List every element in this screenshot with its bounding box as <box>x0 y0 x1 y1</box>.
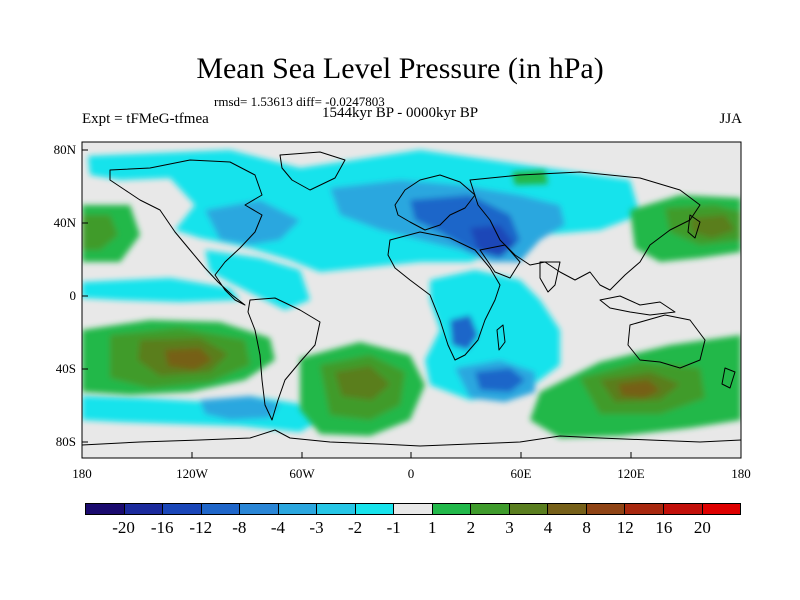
colorbar-swatch-2 <box>163 504 202 514</box>
contour-north-pacific-east-mid <box>82 215 118 250</box>
plot-title: Mean Sea Level Pressure (in hPa) <box>196 52 604 85</box>
colorbar-swatch-0 <box>86 504 125 514</box>
colorbar-label: 16 <box>655 518 673 537</box>
coastline-south-america <box>247 297 321 421</box>
contour-atlantic-negative <box>205 200 300 245</box>
colorbar-label: -8 <box>232 518 247 537</box>
colorbar-swatch-12 <box>548 504 587 514</box>
colorbar-label: -2 <box>348 518 363 537</box>
colorbar-swatch-14 <box>625 504 664 514</box>
lat-label-80s: 80S <box>55 434 76 449</box>
lon-label-180w: 180 <box>72 466 92 481</box>
contour-southern-africa-negative <box>450 315 478 350</box>
colorbar-swatch-6 <box>317 504 356 514</box>
contour-southern-indian-core <box>475 368 525 392</box>
lat-ticks <box>82 149 88 443</box>
colorbar-swatch-10 <box>471 504 510 514</box>
coastline-greenland <box>279 151 346 191</box>
lat-label-40s: 40S <box>55 361 76 376</box>
colorbar-label: 2 <box>466 518 476 537</box>
lon-label-120w: 120W <box>176 466 208 481</box>
contour-middle-east-core <box>470 225 515 256</box>
lat-label-40n: 40N <box>53 215 76 230</box>
contour-south-atlantic-core <box>335 366 390 400</box>
lat-label-0: 0 <box>69 288 77 303</box>
colorbar <box>85 503 741 515</box>
coastline-north-america <box>109 159 263 306</box>
colorbar-swatch-8 <box>394 504 433 514</box>
colorbar-label: -16 <box>150 518 174 537</box>
colorbar-label: 1 <box>428 518 437 537</box>
contour-south-australia-max <box>618 380 660 398</box>
lon-label-60e: 60E <box>510 466 532 481</box>
lon-label-180e: 180 <box>731 466 751 481</box>
season-label: JJA <box>719 111 742 127</box>
coastline-europe <box>394 174 476 231</box>
colorbar-label: 20 <box>693 518 711 537</box>
colorbar-swatch-11 <box>509 504 549 514</box>
coastline-india <box>539 261 561 293</box>
colorbar-label: 12 <box>616 518 634 537</box>
colorbar-label: -12 <box>189 518 213 537</box>
colorbar-label: -1 <box>386 518 401 537</box>
map-frame <box>81 141 742 459</box>
colorbar-swatch-5 <box>278 504 318 514</box>
colorbar-swatch-13 <box>586 504 626 514</box>
colorbar-label: -4 <box>270 518 286 537</box>
coastline-japan <box>687 214 701 239</box>
colorbar-swatch-9 <box>432 504 472 514</box>
lat-label-80n: 80N <box>53 142 76 157</box>
colorbar-swatch-1 <box>124 504 164 514</box>
lon-label-60w: 60W <box>289 466 315 481</box>
coastline-arabia <box>479 244 521 279</box>
lon-ticks <box>81 452 742 458</box>
contour-arctic-small-positive <box>512 170 548 185</box>
contour-north-pacific-west-core <box>690 215 735 238</box>
colorbar-label: -3 <box>309 518 324 537</box>
colorbar-swatch-16 <box>702 504 741 514</box>
colorbar-swatch-3 <box>201 504 241 514</box>
colorbar-swatch-7 <box>355 504 395 514</box>
colorbar-swatch-4 <box>240 504 279 514</box>
colorbar-label: 4 <box>543 518 553 537</box>
coastline-antarctica <box>82 429 741 447</box>
period-label: 1544kyr BP - 0000kyr BP <box>322 105 479 121</box>
stats-text: rmsd= 1.53613 diff= -0.0247803 <box>214 94 385 109</box>
experiment-label: Expt = tFMeG-tfmea <box>82 111 209 127</box>
coastline-indonesia <box>599 295 676 316</box>
map-plot-area <box>82 142 741 458</box>
colorbar-label: -20 <box>112 518 135 537</box>
contour-south-pacific-negative <box>200 396 280 420</box>
coastline-madagascar <box>496 324 506 351</box>
colorbar-label: 8 <box>582 518 591 537</box>
contour-pacific-negative <box>205 250 310 310</box>
lon-label-0: 0 <box>407 466 415 481</box>
colorbar-label: 3 <box>505 518 514 537</box>
coastline-australia <box>627 314 706 369</box>
contour-south-pacific-max <box>165 348 212 370</box>
coastline-new-zealand <box>721 367 736 389</box>
coastlines <box>82 151 741 447</box>
coastline-africa <box>387 231 501 361</box>
contour-pacific-strip-negative <box>82 278 240 302</box>
lon-label-120e: 120E <box>617 466 645 481</box>
colorbar-swatch-15 <box>663 504 703 514</box>
